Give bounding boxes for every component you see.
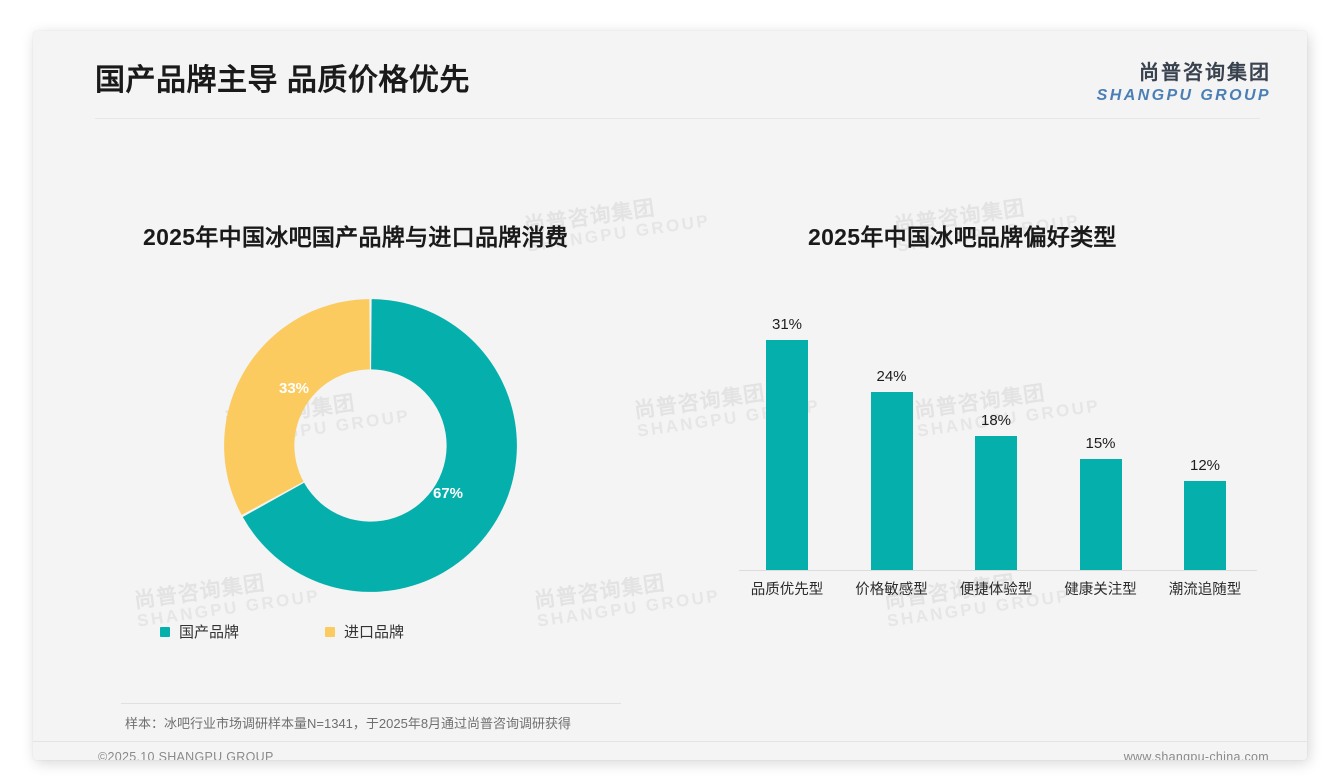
bar-category-label: 便捷体验型 xyxy=(959,582,1033,598)
header-divider xyxy=(95,118,1260,119)
bar-column[interactable]: 12% xyxy=(1157,457,1253,570)
brand-logo: 尚普咨询集团 SHANGPU GROUP xyxy=(1097,61,1271,105)
chart-panel-donut: 2025年中国冰吧国产品牌与进口品牌消费 67% 33% 国产品牌 进口品牌 xyxy=(78,181,658,681)
legend-swatch-icon xyxy=(325,626,336,637)
bar-rect[interactable] xyxy=(1184,480,1226,570)
donut-chart-svg xyxy=(224,299,517,592)
bar-category-label: 品质优先型 xyxy=(750,582,824,598)
bar-rect[interactable] xyxy=(1079,458,1122,570)
legend-swatch-icon xyxy=(160,626,170,637)
legend-label: 进口品牌 xyxy=(344,624,405,641)
bar-value-label: 12% xyxy=(1189,456,1221,474)
donut-slice-minor xyxy=(224,299,370,516)
source-note: 样本：冰吧行业市场调研样本量N=1341，于2025年8月通过尚普咨询调研获得 xyxy=(125,716,572,731)
brand-logo-cn: 尚普咨询集团 xyxy=(1139,62,1271,84)
bar-value-label: 15% xyxy=(1085,434,1116,452)
chart-panel-bar: 2025年中国冰吧品牌偏好类型 31% 24% 18% 15% 12% 品质优先型 价格敏… xyxy=(693,181,1283,681)
chart-title-bar: 2025年中国冰吧品牌偏好类型 xyxy=(808,224,1117,250)
bar-column[interactable]: 18% xyxy=(948,412,1044,570)
bar-value-label: 24% xyxy=(876,367,907,385)
source-note-divider xyxy=(121,703,621,704)
donut-slice-major xyxy=(242,299,517,592)
footer-divider xyxy=(33,741,1307,742)
bar-rect[interactable] xyxy=(870,391,913,570)
bar-column[interactable]: 31% xyxy=(739,316,835,570)
bar-chart-x-axis-labels: 品质优先型 价格敏感型 便捷体验型 健康关注型 潮流追随型 xyxy=(731,578,1261,599)
legend-item-domestic[interactable]: 国产品牌 xyxy=(160,621,239,642)
donut-value-label-minor: 33% xyxy=(279,380,310,397)
bar-value-label: 18% xyxy=(980,412,1012,430)
chart-title-donut: 2025年中国冰吧国产品牌与进口品牌消费 xyxy=(143,224,569,250)
legend-item-imported[interactable]: 进口品牌 xyxy=(325,621,404,642)
bar-rect[interactable] xyxy=(766,340,808,570)
page-title: 国产品牌主导 品质价格优先 xyxy=(95,64,470,97)
slide-header: 国产品牌主导 品质价格优先 尚普咨询集团 SHANGPU GROUP xyxy=(33,31,1307,119)
bar-category-label: 价格敏感型 xyxy=(855,582,928,598)
footer-website[interactable]: www.shangpu-china.com xyxy=(1123,750,1269,760)
bar-category-label: 潮流追随型 xyxy=(1168,582,1242,598)
brand-logo-en: SHANGPU GROUP xyxy=(1096,87,1271,104)
donut-chart: 67% 33% xyxy=(218,293,523,598)
legend-label: 国产品牌 xyxy=(179,624,240,641)
slide-card: 尚普咨询集团 SHANGPU GROUP 尚普咨询集团 SHANGPU GROU… xyxy=(33,31,1307,760)
bar-rect[interactable] xyxy=(975,436,1017,570)
bar-value-label: 31% xyxy=(771,316,803,333)
donut-value-label-major: 67% xyxy=(433,485,464,502)
bar-column[interactable]: 24% xyxy=(844,368,940,570)
donut-legend: 国产品牌 进口品牌 xyxy=(138,621,620,642)
bar-chart: 31% 24% 18% 15% 12% 品质优先型 价格敏感型 便捷体验型 健康关注型 潮流追随… xyxy=(731,281,1261,598)
bar-chart-baseline xyxy=(739,570,1257,571)
footer-copyright: ©2025.10 SHANGPU GROUP xyxy=(98,750,274,760)
bar-chart-columns: 31% 24% 18% 15% 12% xyxy=(731,285,1261,570)
bar-column[interactable]: 15% xyxy=(1053,435,1149,570)
bar-category-label: 健康关注型 xyxy=(1064,582,1137,598)
